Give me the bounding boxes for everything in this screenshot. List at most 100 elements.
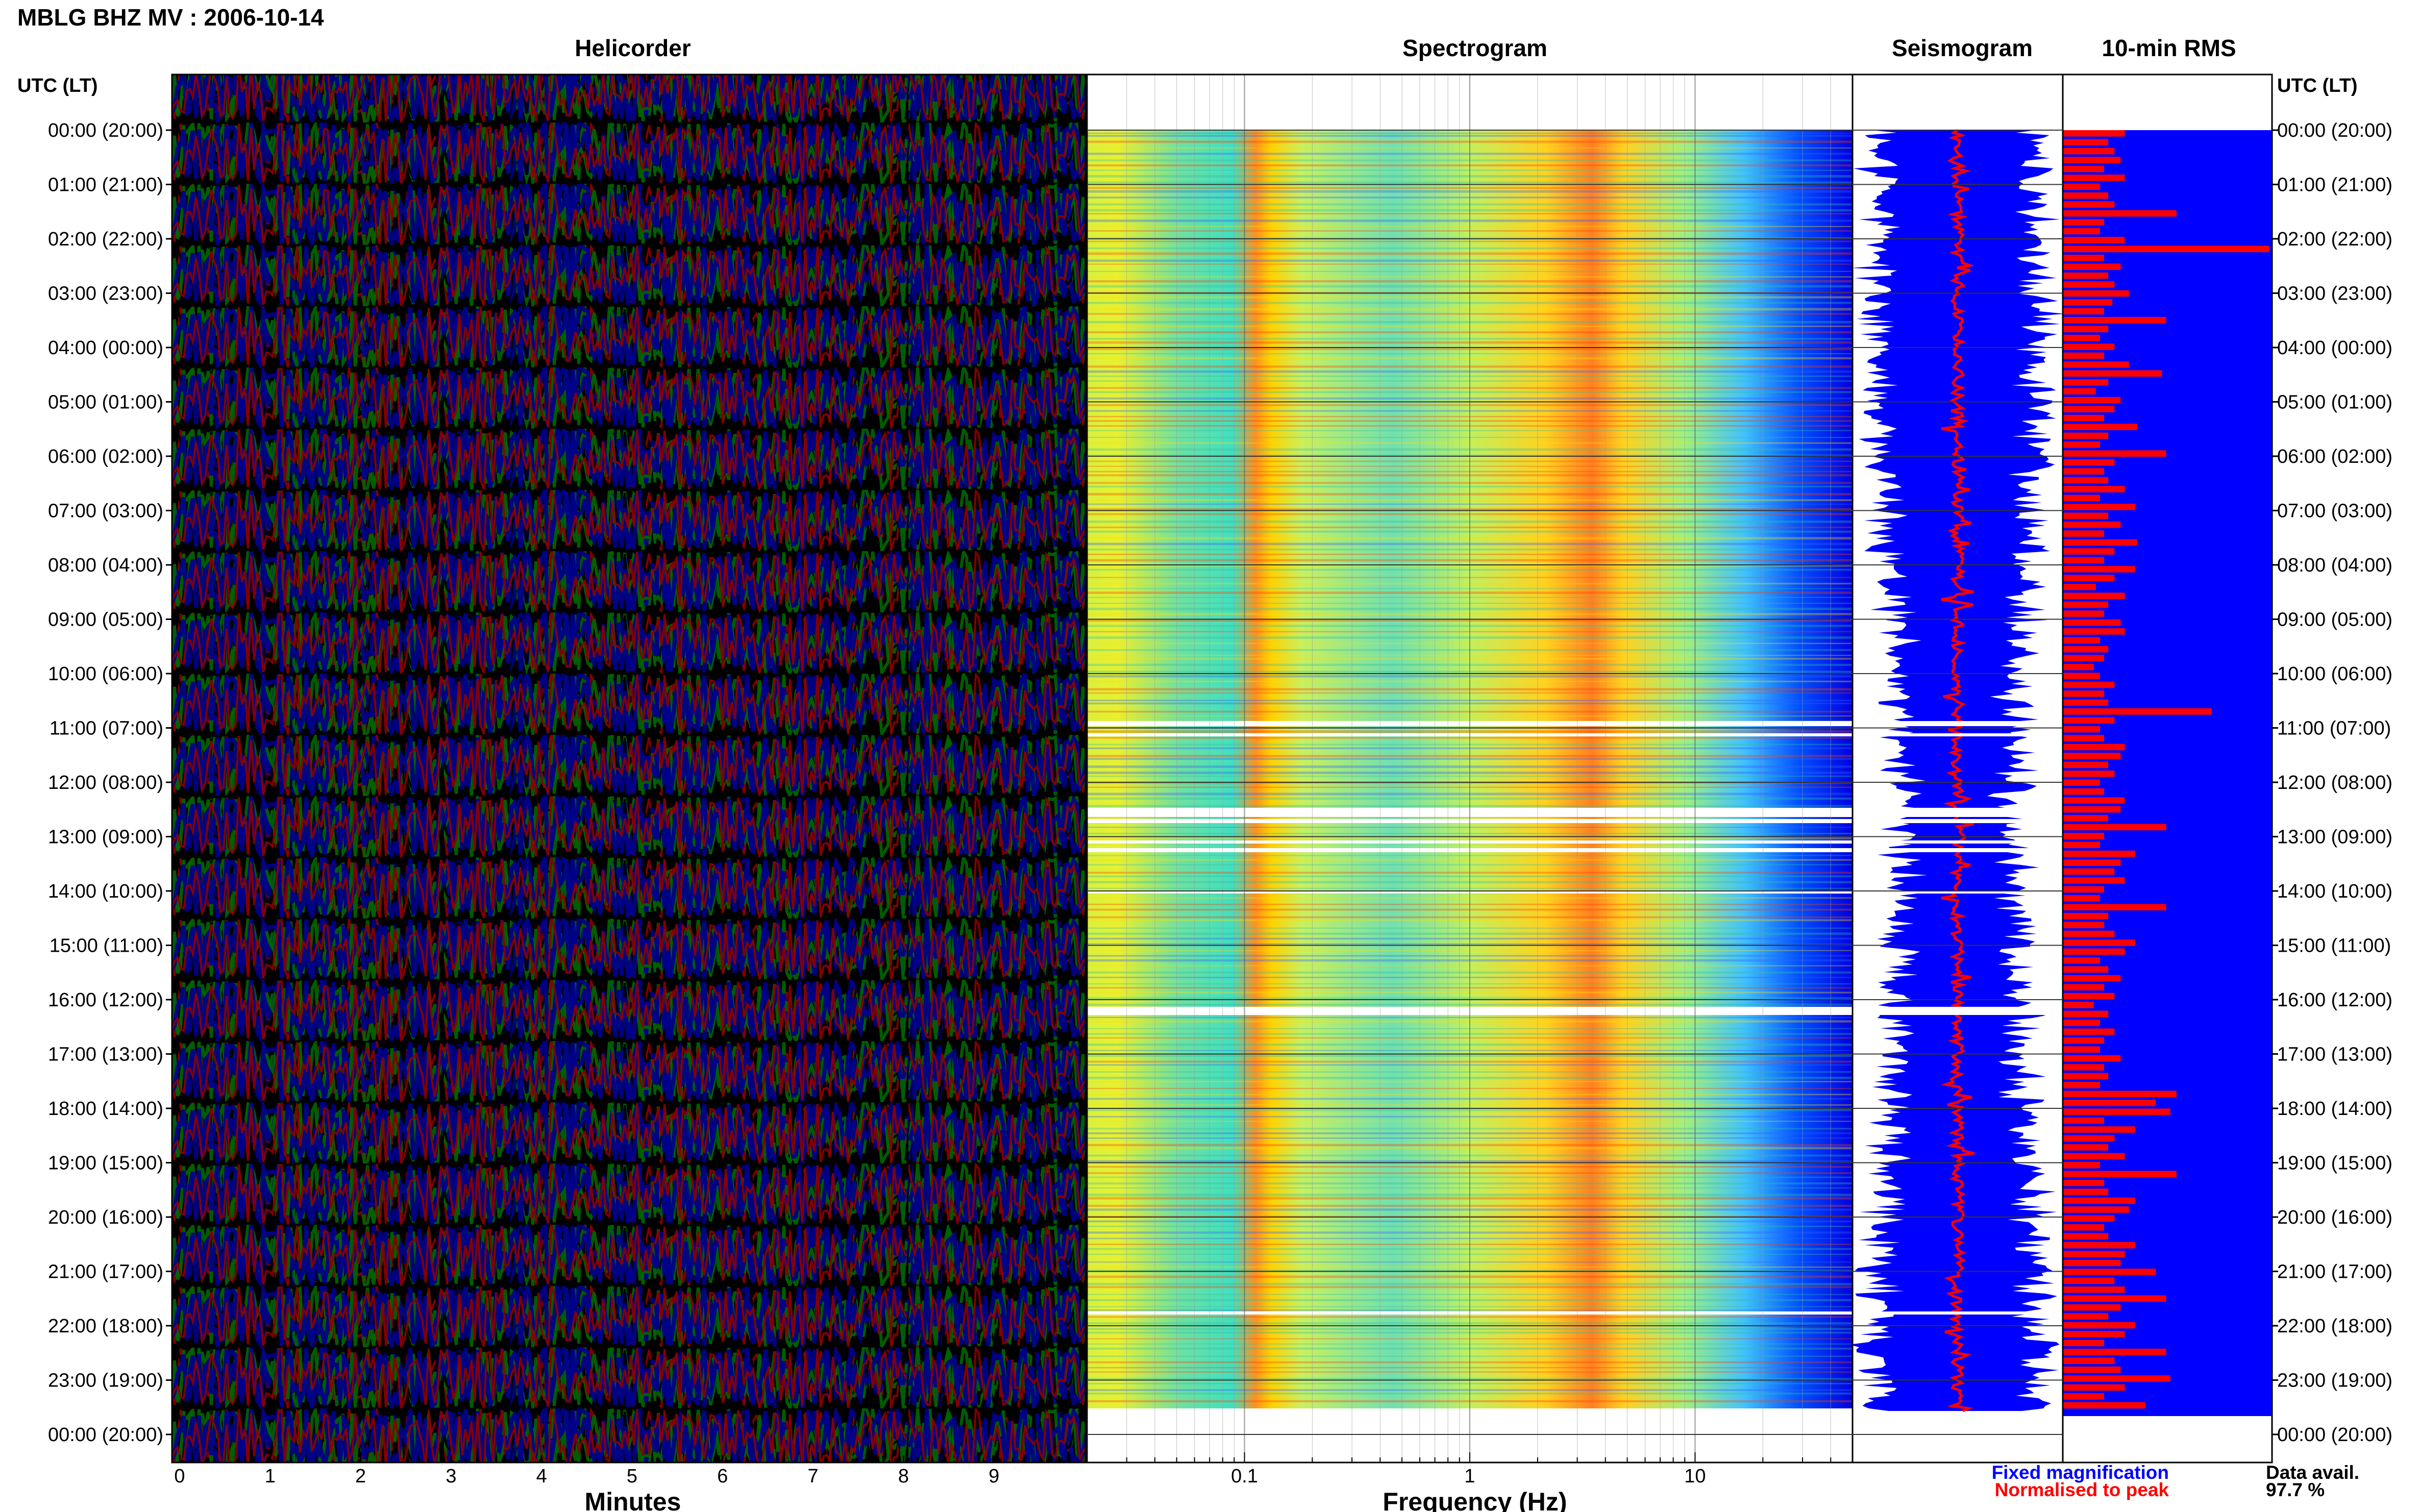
left-time-label: 00:00 (20:00) xyxy=(48,120,163,141)
rms-bar xyxy=(2063,334,2100,341)
seismogram-gap xyxy=(1853,1007,2063,1015)
rms-bar xyxy=(2063,815,2109,822)
seismogram-gap xyxy=(1853,848,2063,852)
rms-bar xyxy=(2063,396,2121,404)
right-time-label: 00:00 (20:00) xyxy=(2277,120,2392,141)
left-time-label: 11:00 (07:00) xyxy=(50,718,163,739)
left-time-label: 01:00 (21:00) xyxy=(48,175,163,196)
rms-bar xyxy=(2063,699,2109,706)
rms-bar xyxy=(2063,673,2100,679)
rms-bar xyxy=(2063,441,2100,448)
rms-bar xyxy=(2063,1135,2115,1142)
rms-bar xyxy=(2063,601,2109,608)
frequency-tick-label: 0.1 xyxy=(1231,1466,1258,1487)
rms-bar xyxy=(2063,619,2121,626)
rms-bar xyxy=(2063,459,2115,466)
rms-bar xyxy=(2063,1206,2129,1213)
rms-bar xyxy=(2063,850,2135,857)
left-time-label: 10:00 (06:00) xyxy=(48,663,163,685)
rms-bar xyxy=(2063,1073,2109,1080)
seismogram-gap xyxy=(1853,808,2063,817)
left-time-label: 21:00 (17:00) xyxy=(48,1261,163,1283)
rms-bar xyxy=(2063,771,2115,777)
rms-bar xyxy=(2063,210,2177,217)
left-time-label: 08:00 (04:00) xyxy=(48,555,163,576)
minutes-tick-label: 1 xyxy=(265,1466,276,1487)
left-time-label: 03:00 (23:00) xyxy=(48,283,163,305)
rms-bar xyxy=(2063,317,2166,324)
rms-bar xyxy=(2063,1348,2166,1355)
helicorder-panel xyxy=(171,73,1087,1464)
left-time-labels: 00:00 (20:00) 01:00 (21:00) 02:00 (22:00) 0… xyxy=(48,120,163,1446)
right-time-label: 03:00 (23:00) xyxy=(2277,283,2392,305)
frequency-tick-label: 10 xyxy=(1684,1466,1706,1487)
seismogram-gap xyxy=(1853,890,2063,894)
minutes-tick-label: 4 xyxy=(536,1466,547,1487)
rms-bar xyxy=(2063,797,2125,804)
rms-bar xyxy=(2063,1277,2115,1284)
left-time-label: 22:00 (18:00) xyxy=(48,1316,163,1337)
rms-bar xyxy=(2063,486,2125,492)
spectrogram-panel-title: Spectrogram xyxy=(1402,35,1547,61)
rms-bar xyxy=(2063,1340,2104,1347)
rms-bar xyxy=(2063,806,2121,813)
rms-bar xyxy=(2063,726,2100,733)
rms-bar xyxy=(2063,245,2269,253)
rms-bar xyxy=(2063,833,2104,839)
right-time-label: 21:00 (17:00) xyxy=(2277,1261,2392,1283)
rms-bar xyxy=(2063,1046,2100,1053)
rms-bar xyxy=(2063,895,2100,902)
rms-bar xyxy=(2063,1393,2104,1400)
rms-bar xyxy=(2063,281,2115,288)
spectrogram-panel xyxy=(1086,73,1854,1464)
rms-bar xyxy=(2063,1331,2125,1337)
minutes-tick-label: 9 xyxy=(989,1466,999,1487)
rms-bar xyxy=(2063,352,2104,359)
rms-bar xyxy=(2063,219,2104,226)
seismogram-gap xyxy=(1853,1311,2063,1315)
seismogram-gap xyxy=(1853,819,2063,823)
left-time-label: 20:00 (16:00) xyxy=(48,1207,163,1228)
frequency-axis-label: Frequency (Hz) xyxy=(1383,1488,1567,1512)
rms-bar xyxy=(2063,1259,2121,1267)
left-time-label: 15:00 (11:00) xyxy=(50,935,163,957)
minutes-axis-label: Minutes xyxy=(585,1488,681,1512)
right-time-label: 04:00 (00:00) xyxy=(2277,337,2392,359)
left-time-label: 14:00 (10:00) xyxy=(48,881,163,902)
rms-bar xyxy=(2063,504,2135,510)
left-time-label: 23:00 (19:00) xyxy=(48,1370,163,1392)
rms-bar xyxy=(2063,343,2115,350)
rms-bar xyxy=(2063,379,2109,386)
rms-bar xyxy=(2063,255,2104,261)
left-time-label: 02:00 (22:00) xyxy=(48,229,163,250)
rms-bar xyxy=(2063,1366,2121,1373)
left-time-axis-header: UTC (LT) xyxy=(17,75,98,96)
rms-bar xyxy=(2063,237,2125,243)
rms-bar xyxy=(2063,414,2104,422)
rms-bar xyxy=(2063,1197,2135,1204)
rms-bar xyxy=(2063,1188,2109,1195)
rms-bar xyxy=(2063,761,2109,769)
rms-bar xyxy=(2063,922,2104,928)
rms-bar xyxy=(2063,904,2166,911)
rms-bar xyxy=(2063,477,2109,484)
rms-bar xyxy=(2063,637,2100,644)
rms-bar xyxy=(2063,370,2162,377)
rms-bar xyxy=(2063,1357,2115,1365)
rms-bar xyxy=(2063,930,2115,937)
rms-bar xyxy=(2063,183,2100,190)
right-time-labels: 00:00 (20:00) 01:00 (21:00) 02:00 (22:00) 0… xyxy=(2277,120,2392,1446)
rms-bar xyxy=(2063,975,2121,982)
rms-bar xyxy=(2063,432,2109,439)
rms-panel-title: 10-min RMS xyxy=(2102,35,2236,61)
right-time-label: 11:00 (07:00) xyxy=(2277,718,2391,739)
right-time-label: 12:00 (08:00) xyxy=(2277,772,2392,794)
rms-bar xyxy=(2063,912,2109,920)
rms-bar xyxy=(2063,1286,2125,1293)
right-time-axis-header: UTC (LT) xyxy=(2277,75,2358,96)
rms-bar xyxy=(2063,841,2100,849)
minutes-tick-label: 6 xyxy=(717,1466,728,1487)
minutes-tick-label: 2 xyxy=(355,1466,366,1487)
minutes-tick-label: 7 xyxy=(808,1466,819,1487)
rms-bar xyxy=(2063,1322,2135,1329)
